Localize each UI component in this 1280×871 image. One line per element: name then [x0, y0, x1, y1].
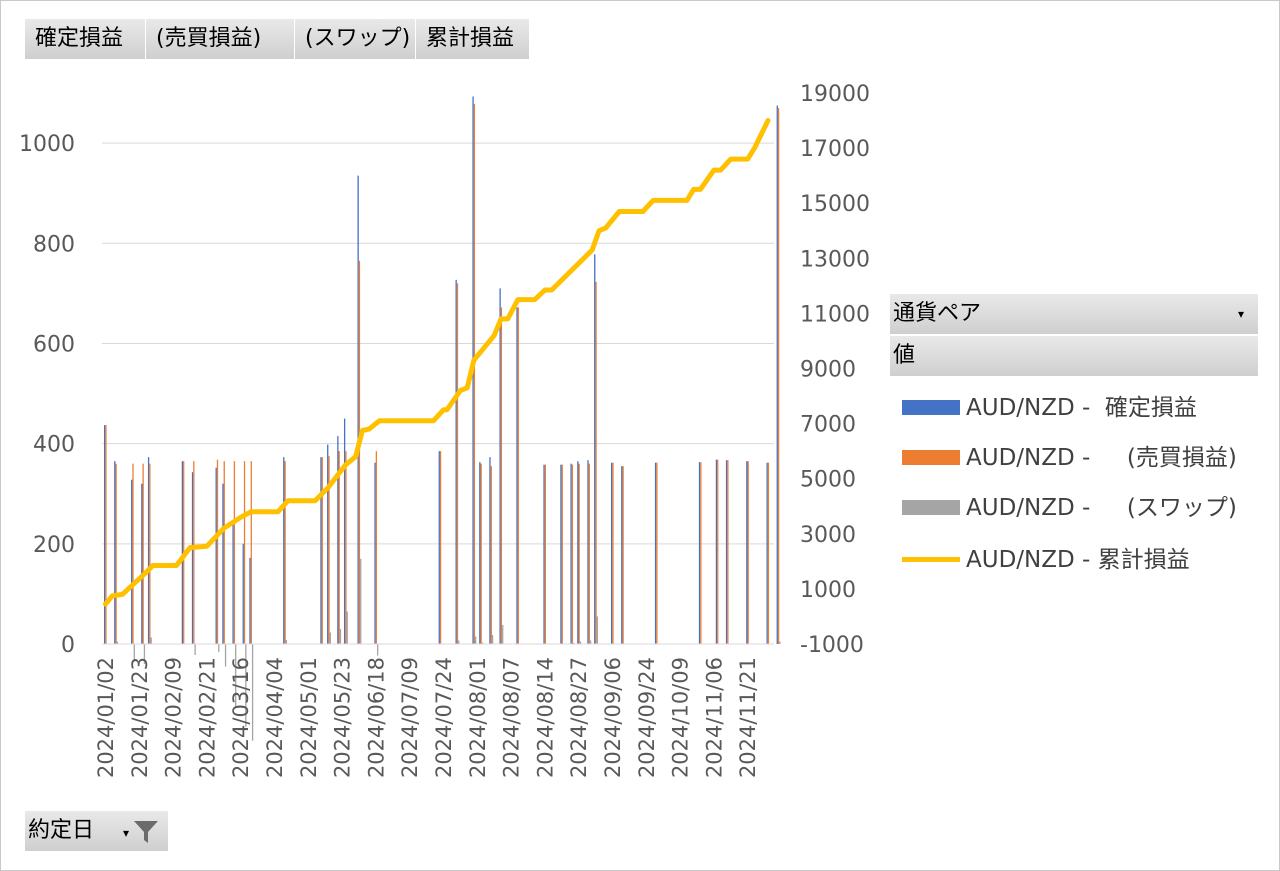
field-button-swap[interactable]: (スワップ) [295, 19, 416, 59]
legend-field-label: 通貨ペア [893, 301, 982, 326]
dropdown-arrow-icon[interactable]: ▾ [1237, 307, 1244, 321]
legend-entries: AUD/NZD - 確定損益 AUD/NZD - (売買損益) AUD/NZD … [890, 376, 1258, 596]
dropdown-arrow-icon[interactable]: ▾ [123, 826, 130, 840]
legend-swatch-realized [902, 400, 960, 415]
filter-field-label: 約定日 [28, 818, 95, 843]
filter-field-trade-date[interactable]: 約定日 ▾ [25, 811, 168, 851]
legend-label-trade: AUD/NZD - (売買損益) [966, 445, 1237, 471]
legend-label-realized: AUD/NZD - 確定損益 [966, 395, 1197, 421]
legend-label-cumulative: AUD/NZD - 累計損益 [966, 547, 1190, 573]
value-field-buttons: 確定損益 (売買損益) (スワップ) 累計損益 [25, 19, 530, 59]
legend: 通貨ペア ▾ 値 AUD/NZD - 確定損益 AUD/NZD - (売買損益)… [890, 294, 1258, 596]
legend-values-header: 値 [890, 336, 1258, 376]
field-button-realized-pl[interactable]: 確定損益 [25, 19, 146, 59]
field-button-cumulative-pl[interactable]: 累計損益 [416, 19, 530, 59]
filter-funnel-icon[interactable] [133, 819, 159, 845]
legend-label-swap: AUD/NZD - (スワップ) [966, 495, 1237, 521]
legend-field-currency-pair[interactable]: 通貨ペア ▾ [890, 294, 1258, 334]
legend-swatch-swap [902, 500, 960, 515]
legend-swatch-cumulative [902, 557, 960, 562]
field-button-trade-pl[interactable]: (売買損益) [146, 19, 295, 59]
legend-swatch-trade [902, 450, 960, 465]
